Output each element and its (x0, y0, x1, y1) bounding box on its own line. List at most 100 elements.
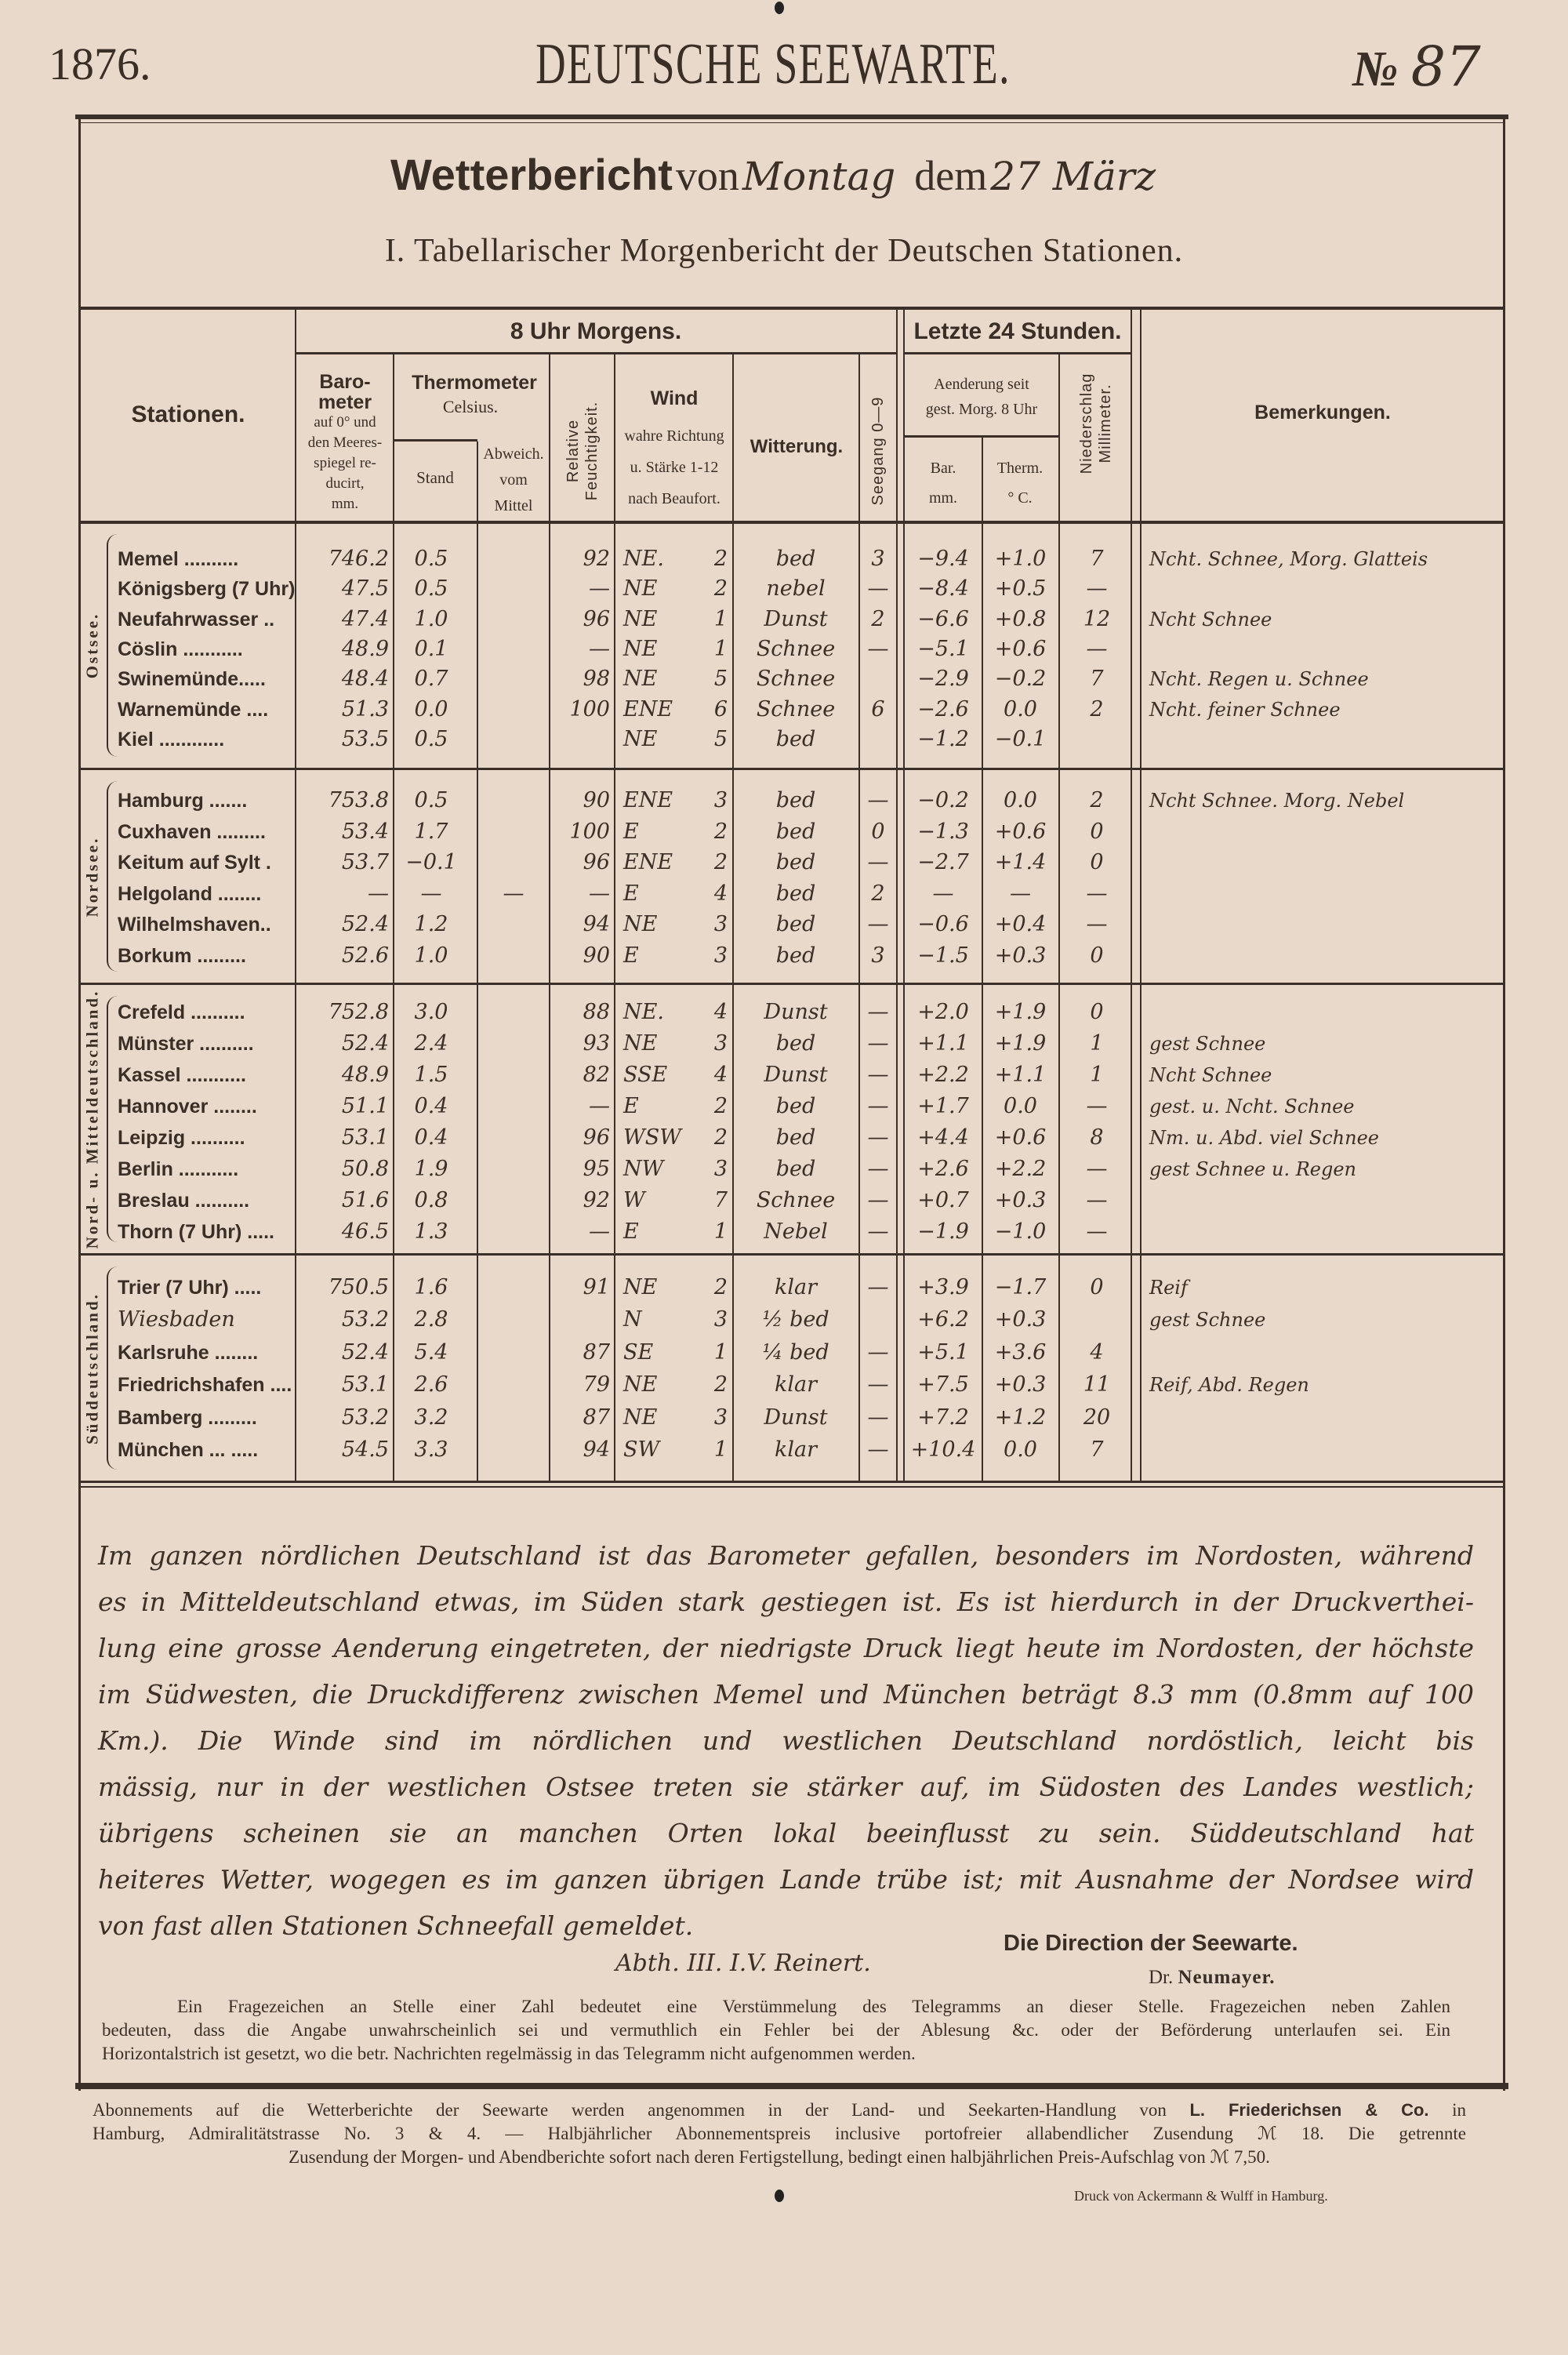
cell-wforce: 2 (713, 576, 728, 601)
header-abweich-line: vom (499, 471, 528, 489)
cell-baro: 48.9 (341, 1063, 389, 1087)
region-label: Süddeutschland. (82, 1292, 102, 1445)
col-line (903, 308, 905, 1482)
cell-wforce: 2 (713, 819, 728, 844)
station-name: Cöslin ........... (118, 638, 243, 660)
cell-precip: 0 (1090, 1000, 1104, 1024)
cell-precip: 2 (1090, 788, 1104, 812)
cell-wdir: E (623, 1094, 639, 1118)
cell-wdir: N (623, 1307, 642, 1332)
remark-cell: Ncht Schnee (1149, 1064, 1272, 1086)
col-line (1058, 354, 1060, 1482)
station-name: Münster .......... (118, 1033, 254, 1055)
cell-precip: 7 (1090, 547, 1104, 571)
remark-cell: gest Schnee u. Regen (1149, 1158, 1356, 1180)
cell-dbar: +3.9 (917, 1275, 969, 1299)
header-therm-line: Therm. (996, 460, 1044, 477)
cell-wforce: 6 (713, 696, 728, 721)
station-name: Neufahrwasser .. (118, 608, 275, 631)
cell-hum: 88 (583, 1000, 610, 1024)
station-name: Warnemünde .... (118, 698, 269, 721)
col-line (1131, 308, 1132, 1482)
cell-hum: 94 (583, 1437, 610, 1462)
cell-sea: 3 (871, 547, 885, 571)
cell-weather: bed (775, 1031, 816, 1056)
cell-weather: Schnee (756, 636, 836, 661)
cell-dtherm: +0.3 (994, 943, 1047, 968)
cell-sea: — (867, 912, 889, 937)
masthead-title-text: DEUTSCHE SEEWARTE. (535, 32, 1011, 96)
cell-dbar: +7.2 (917, 1405, 969, 1430)
cell-wforce: 4 (713, 1063, 728, 1087)
summary-line: es in Mitteldeutschland etwas, im Süden … (98, 1586, 1474, 1617)
cell-dbar: +1.1 (917, 1031, 969, 1056)
region-brace (107, 996, 119, 1242)
cell-baro: — (368, 881, 389, 906)
printer-credit: Druck von Ackermann & Wulff in Hamburg. (1074, 2188, 1328, 2204)
header-baro-sub: auf 0° und (314, 414, 376, 431)
cell-wdir: NE (623, 606, 658, 631)
cell-dbar: +10.4 (910, 1437, 976, 1462)
header-humidity: Relative Feuchtigkeit. (564, 402, 601, 500)
cell-dbar: +2.2 (917, 1063, 969, 1087)
cell-precip: 20 (1083, 1405, 1111, 1430)
col-line (295, 308, 296, 1482)
cell-stand: 0.5 (414, 788, 448, 812)
subtitle: I. Tabellarischer Morgenbericht der Deut… (384, 233, 1184, 269)
station-name: Helgoland ........ (118, 882, 262, 905)
header-baro-sub: den Meeres- (307, 434, 383, 451)
cell-hum: 98 (583, 667, 610, 692)
cell-baro: 750.5 (328, 1275, 389, 1299)
cell-baro: 54.5 (341, 1437, 389, 1462)
header-niederschlag-line: Millimeter. (1097, 383, 1114, 463)
cell-stand: — (420, 881, 442, 906)
col-line (982, 438, 983, 1482)
note-line: Horizontalstrich ist gesetzt, wo die bet… (102, 2044, 916, 2063)
cell-hum: 90 (583, 943, 610, 968)
cell-wdir: SE (623, 1339, 654, 1365)
cell-wdir: NW (623, 1157, 664, 1181)
header-bar: Bar. mm. (929, 453, 957, 513)
cell-precip: 2 (1090, 696, 1104, 721)
cell-wdir: NE (623, 912, 658, 937)
cell-weather: nebel (766, 576, 826, 601)
morning-header-rule (296, 352, 897, 354)
cell-baro: 52.4 (341, 912, 389, 937)
cell-dbar: −9.4 (917, 547, 969, 571)
station-name: Wilhelmshaven.. (118, 914, 271, 936)
header-aenderung-line: gest. Morg. 8 Uhr (925, 401, 1038, 418)
station-name: Königsberg (7 Uhr) . (118, 578, 295, 601)
cell-stand: 1.7 (414, 819, 448, 844)
cell-stand: 3.3 (414, 1437, 448, 1462)
cell-dtherm: −1.7 (994, 1275, 1047, 1299)
cell-dtherm: +0.3 (994, 1372, 1047, 1397)
cell-precip: 4 (1090, 1339, 1104, 1365)
cell-sea: 2 (871, 606, 885, 631)
cell-sea: — (867, 1372, 889, 1397)
footer-text: in (1452, 2100, 1467, 2120)
station-name: Breslau .......... (118, 1190, 250, 1212)
cell-sea: — (867, 788, 889, 812)
cell-weather: Nebel (764, 1219, 828, 1244)
cell-wdir: ENE (623, 788, 673, 812)
masthead-title: DEUTSCHE SEEWARTE. (443, 31, 1102, 98)
cell-wforce: 2 (713, 1125, 728, 1150)
cell-weather: bed (775, 1094, 816, 1118)
col-line (896, 308, 898, 1482)
header-niederschlag: Niederschlag Millimeter. (1077, 373, 1115, 474)
cell-stand: 0.5 (414, 547, 448, 571)
col-line (477, 442, 478, 1482)
summary-line: mässig, nur in der westlichen Ostsee tre… (98, 1772, 1474, 1802)
cell-weather: bed (775, 850, 816, 875)
cell-sea: — (867, 1094, 889, 1118)
station-name: Hamburg ....... (118, 790, 248, 812)
binding-hole-mark (775, 2, 784, 14)
summary-line: übrigens scheinen sie an manchen Orten l… (98, 1818, 1474, 1848)
header-aenderung-line: Aenderung seit (934, 376, 1029, 393)
station-name: Bamberg ......... (118, 1406, 257, 1429)
cell-dbar: +5.1 (917, 1339, 969, 1365)
cell-weather: bed (775, 943, 816, 968)
cell-sea: — (867, 850, 889, 875)
cell-weather: bed (775, 726, 816, 751)
cell-dtherm: +0.5 (994, 576, 1047, 601)
